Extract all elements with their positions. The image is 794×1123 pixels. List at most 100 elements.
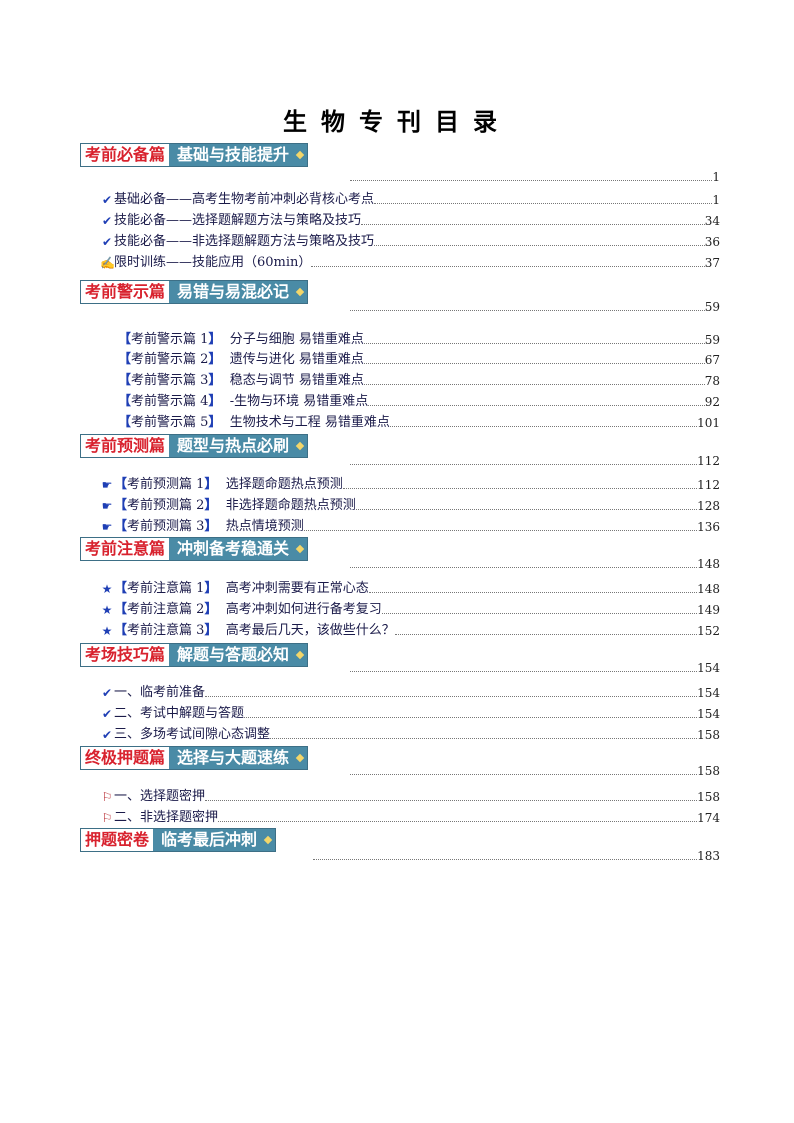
entry-title: 选择题命题热点预测 — [225, 477, 343, 492]
toc-entry[interactable]: 【考前警示篇 5】 生物技术与工程 易错重难点 101 — [118, 412, 720, 430]
page-number: 148 — [697, 582, 720, 596]
star-icon: ★ — [101, 624, 113, 638]
dot-leader — [350, 774, 698, 775]
toc-entry[interactable]: ☛ 【考前预测篇 2】 非选择题命题热点预测 128 — [100, 495, 720, 513]
toc-entry[interactable]: ✔ 三、多场考试间隙心态调整 158 — [100, 724, 720, 742]
dot-leader — [368, 405, 705, 406]
dot-leader — [363, 384, 705, 385]
section-tag: 考前注意篇 — [81, 538, 170, 560]
section-badge[interactable]: 押题密卷 临考最后冲刺 — [80, 828, 277, 852]
toc-entry[interactable]: 【考前警示篇 4】 -生物与环境 易错重难点 92 — [118, 391, 720, 409]
page-number: 154 — [697, 707, 720, 721]
entry-label: 考前警示篇 4 — [131, 394, 209, 409]
page-number: 1 — [712, 193, 720, 207]
entry-label: 考前注意篇 1 — [127, 581, 205, 596]
section-badge[interactable]: 终极押题篇 选择与大题速练 — [80, 746, 309, 770]
page-number: 158 — [697, 764, 720, 778]
entry-title: 非选择题命题热点预测 — [225, 498, 356, 513]
entry-title: 一、选择题密押 — [114, 789, 206, 804]
diamond-icon — [295, 650, 305, 660]
entry-label: 考前警示篇 3 — [131, 373, 209, 388]
dot-leader — [381, 613, 698, 614]
section-badge[interactable]: 考前警示篇 易错与易混必记 — [80, 280, 309, 304]
entry-title: 高考最后几天，该做些什么？ — [225, 623, 395, 638]
dot-leader — [355, 509, 698, 510]
section-tag: 考前警示篇 — [81, 281, 170, 303]
toc-entry[interactable]: ✍ 限时训练——技能应用（60min） 37 — [100, 252, 720, 270]
section-page-line[interactable]: 154 — [350, 661, 720, 675]
section-page-line[interactable]: 59 — [350, 300, 720, 314]
dot-leader — [394, 634, 698, 635]
dot-leader — [374, 245, 705, 246]
toc-entry[interactable]: ★ 【考前注意篇 3】 高考最后几天，该做些什么？ 152 — [100, 620, 720, 638]
section-badge[interactable]: 考前预测篇 题型与热点必刷 — [80, 434, 309, 458]
section-tag: 考前必备篇 — [81, 144, 170, 166]
section-badge[interactable]: 考场技巧篇 解题与答题必知 — [80, 643, 309, 667]
entry-label: 考前注意篇 3 — [127, 623, 205, 638]
toc-entry[interactable]: ★ 【考前注意篇 1】 高考冲刺需要有正常心态 148 — [100, 578, 720, 596]
section-page-line[interactable]: 148 — [350, 557, 720, 571]
section-badge[interactable]: 考前必备篇 基础与技能提升 — [80, 143, 309, 167]
dot-leader — [389, 426, 698, 427]
dot-leader — [205, 696, 698, 697]
entry-label: 考前预测篇 2 — [127, 498, 205, 513]
flag-icon: ⚐ — [101, 790, 113, 804]
page-number: 101 — [697, 416, 720, 430]
diamond-icon — [295, 150, 305, 160]
page-number: 158 — [697, 728, 720, 742]
toc-entry[interactable]: ☛ 【考前预测篇 1】 选择题命题热点预测 112 — [100, 474, 720, 492]
section-tag: 押题密卷 — [81, 829, 154, 851]
entry-label: 考前警示篇 1 — [131, 332, 209, 347]
entry-title: 稳态与调节 易错重难点 — [229, 373, 364, 388]
section-page-line[interactable]: 158 — [350, 764, 720, 778]
entry-title: 一、临考前准备 — [114, 685, 206, 700]
toc-entry[interactable]: 【考前警示篇 2】 遗传与进化 易错重难点 67 — [118, 349, 720, 367]
section-tag: 终极押题篇 — [81, 747, 170, 769]
section-page-line[interactable]: 183 — [313, 849, 720, 863]
page-number: 174 — [697, 811, 720, 825]
dot-leader — [350, 310, 705, 311]
toc-entry[interactable]: ✔ 技能必备——选择题解题方法与策略及技巧 34 — [100, 210, 720, 228]
page-number: 1 — [712, 170, 720, 184]
page-number: 59 — [704, 300, 720, 314]
toc-entry[interactable]: 【考前警示篇 3】 稳态与调节 易错重难点 78 — [118, 370, 720, 388]
diamond-icon — [295, 753, 305, 763]
dot-leader — [350, 567, 698, 568]
dot-leader — [363, 363, 705, 364]
flag-icon: ⚐ — [101, 811, 113, 825]
toc-entry[interactable]: ⚐ 二、非选择题密押 174 — [100, 807, 720, 825]
dot-leader — [374, 203, 713, 204]
toc-entry[interactable]: ☛ 【考前预测篇 3】 热点情境预测 136 — [100, 516, 720, 534]
diamond-icon — [295, 287, 305, 297]
dot-leader — [270, 738, 698, 739]
section-subtitle: 冲刺备考稳通关 — [177, 539, 290, 558]
entry-title: -生物与环境 易错重难点 — [229, 394, 369, 409]
dot-leader — [303, 530, 698, 531]
toc-entry[interactable]: ★ 【考前注意篇 2】 高考冲刺如何进行备考复习 149 — [100, 599, 720, 617]
diamond-icon — [295, 441, 305, 451]
page-number: 149 — [697, 603, 720, 617]
toc-entry[interactable]: ✔ 技能必备——非选择题解题方法与策略及技巧 36 — [100, 231, 720, 249]
page-number: 112 — [697, 478, 720, 492]
page-number: 37 — [704, 256, 720, 270]
section-tag: 考前预测篇 — [81, 435, 170, 457]
entry-label: 考前预测篇 3 — [127, 519, 205, 534]
section-page-line[interactable]: 112 — [350, 454, 720, 468]
pointing-hand-icon: ☛ — [101, 520, 113, 534]
page-number: 112 — [697, 454, 720, 468]
entry-title: 生物技术与工程 易错重难点 — [229, 415, 390, 430]
check-icon: ✔ — [101, 728, 113, 742]
toc-entry[interactable]: ✔ 基础必备——高考生物考前冲刺必背核心考点 1 — [100, 189, 720, 207]
page-number: 67 — [704, 353, 720, 367]
section-page-line[interactable]: 1 — [350, 170, 720, 184]
page-number: 158 — [697, 790, 720, 804]
entry-title: 二、非选择题密押 — [114, 810, 219, 825]
pointing-hand-icon: ☛ — [101, 478, 113, 492]
section-badge[interactable]: 考前注意篇 冲刺备考稳通关 — [80, 537, 309, 561]
toc-entry[interactable]: ✔ 二、考试中解题与答题 154 — [100, 703, 720, 721]
star-icon: ★ — [101, 582, 113, 596]
toc-entry[interactable]: ✔ 一、临考前准备 154 — [100, 682, 720, 700]
toc-entry[interactable]: ⚐ 一、选择题密押 158 — [100, 786, 720, 804]
dot-leader — [244, 717, 698, 718]
toc-entry[interactable]: 【考前警示篇 1】 分子与细胞 易错重难点 59 — [118, 329, 720, 347]
